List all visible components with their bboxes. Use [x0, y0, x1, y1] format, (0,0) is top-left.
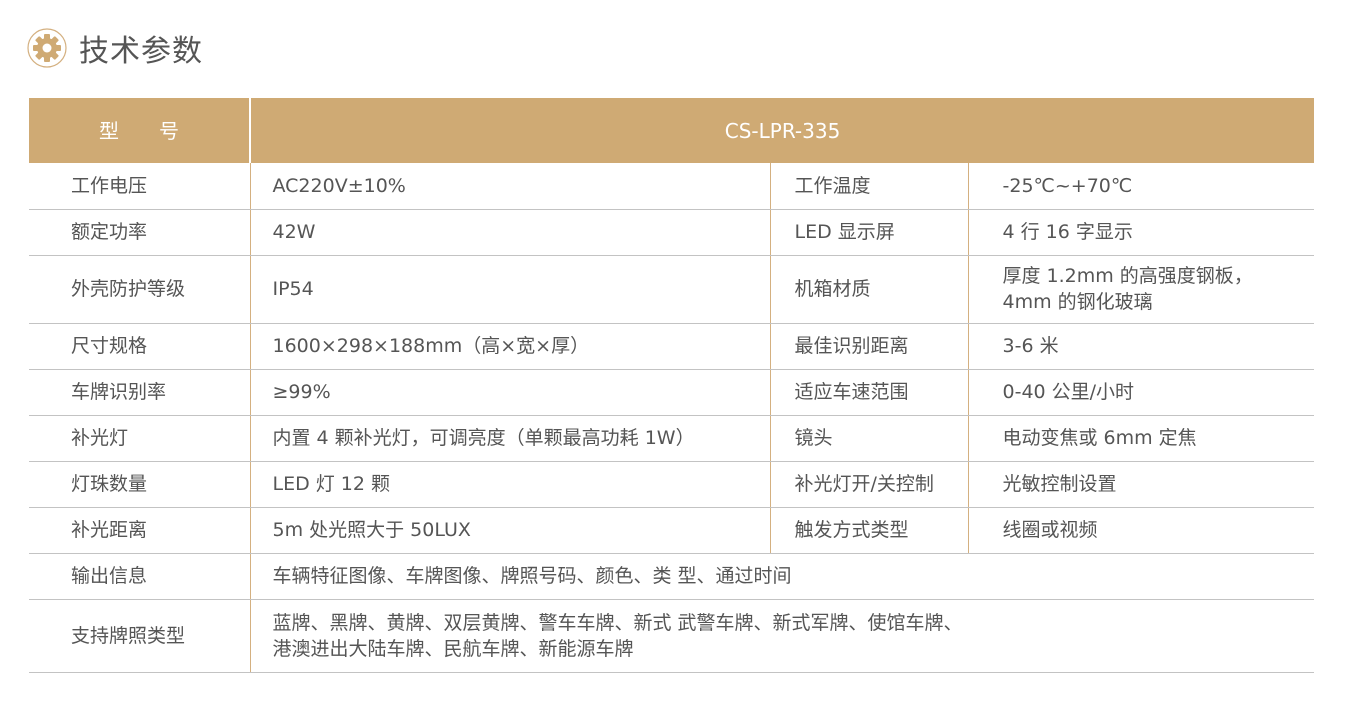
table-row: 补光距离 5m 处光照大于 50LUX 触发方式类型 线圈或视频: [29, 507, 1315, 554]
spec-label: 工作温度: [769, 163, 968, 210]
spec-value: 4 行 16 字显示: [1002, 221, 1133, 243]
spec-value-cell: 3-6 米: [967, 323, 1315, 370]
spec-label: 支持牌照类型: [29, 599, 250, 673]
spec-label: 工作电压: [29, 163, 250, 210]
spec-label: 输出信息: [29, 553, 250, 600]
spec-value: 蓝牌、黑牌、黄牌、双层黄牌、警车车牌、新式 武警车牌、新式军牌、使馆车牌、: [272, 611, 963, 634]
spec-value-cell: 厚度 1.2mm 的高强度钢板， 4mm 的钢化玻璃: [967, 255, 1315, 324]
table-row: 工作电压 AC220V±10% 工作温度 -25℃~+70℃: [29, 163, 1315, 210]
page-title: 技术参数: [79, 34, 203, 69]
section-title: 技术参数: [27, 26, 203, 70]
spec-value: LED 灯 12 颗: [249, 461, 770, 508]
spec-value: 0-40 公里/小时: [1002, 381, 1135, 403]
spec-value-cell: 线圈或视频: [967, 507, 1315, 554]
spec-value: 5m 处光照大于 50LUX: [249, 507, 770, 554]
spec-table: 型 号 CS-LPR-335 工作电压 AC220V±10% 工作温度 -25℃…: [29, 98, 1315, 673]
spec-value-cell: 车辆特征图像、车牌图像、牌照号码、颜色、类 型、通过时间: [249, 553, 1315, 600]
spec-label: 灯珠数量: [29, 461, 250, 508]
spec-value: 厚度 1.2mm 的高强度钢板，: [1002, 265, 1253, 287]
spec-label: 镜头: [769, 415, 968, 462]
spec-label: 适应车速范围: [769, 369, 968, 416]
gear-icon: [27, 28, 67, 68]
spec-value: IP54: [249, 255, 770, 324]
table-row: 灯珠数量 LED 灯 12 颗 补光灯开/关控制 光敏控制设置: [29, 461, 1315, 508]
spec-value-cell: 0-40 公里/小时: [967, 369, 1315, 416]
spec-value: 内置 4 颗补光灯，可调亮度（单颗最高功耗 1W）: [249, 415, 770, 462]
model-label: 型 号: [29, 98, 250, 163]
spec-value-cell: 电动变焦或 6mm 定焦: [967, 415, 1315, 462]
spec-label: 补光距离: [29, 507, 250, 554]
spec-label: LED 显示屏: [769, 209, 968, 256]
spec-value-cell: 蓝牌、黑牌、黄牌、双层黄牌、警车车牌、新式 武警车牌、新式军牌、使馆车牌、 港澳进…: [249, 599, 1315, 673]
spec-value-cell: 4 行 16 字显示: [967, 209, 1315, 256]
table-row: 尺寸规格 1600×298×188mm（高×宽×厚） 最佳识别距离 3-6 米: [29, 323, 1315, 370]
spec-value: -25℃~+70℃: [1002, 174, 1133, 197]
spec-value-line2: 4mm 的钢化玻璃: [1002, 291, 1153, 313]
spec-value: 3-6 米: [1002, 335, 1059, 357]
spec-value-line2: 港澳进出大陆车牌、民航车牌、新能源车牌: [272, 637, 634, 660]
table-row: 额定功率 42W LED 显示屏 4 行 16 字显示: [29, 209, 1315, 256]
table-row: 支持牌照类型 蓝牌、黑牌、黄牌、双层黄牌、警车车牌、新式 武警车牌、新式军牌、使…: [29, 599, 1315, 673]
table-row: 补光灯 内置 4 颗补光灯，可调亮度（单颗最高功耗 1W） 镜头 电动变焦或 6…: [29, 415, 1315, 462]
spec-label: 外壳防护等级: [29, 255, 250, 324]
table-row: 输出信息 车辆特征图像、车牌图像、牌照号码、颜色、类 型、通过时间: [29, 553, 1315, 600]
spec-value: 线圈或视频: [1002, 519, 1098, 541]
spec-label: 补光灯开/关控制: [769, 461, 968, 508]
table-header: 型 号 CS-LPR-335: [29, 98, 1315, 163]
spec-value: AC220V±10%: [249, 163, 770, 210]
spec-value: ≥99%: [249, 369, 770, 416]
spec-value: 电动变焦或 6mm 定焦: [1002, 427, 1197, 449]
spec-label: 额定功率: [29, 209, 250, 256]
table-row: 外壳防护等级 IP54 机箱材质 厚度 1.2mm 的高强度钢板， 4mm 的钢化…: [29, 255, 1315, 324]
spec-value-cell: -25℃~+70℃: [967, 163, 1315, 210]
spec-label: 机箱材质: [769, 255, 968, 324]
spec-label: 补光灯: [29, 415, 250, 462]
model-value: CS-LPR-335: [248, 98, 1315, 163]
spec-value: 42W: [249, 209, 770, 256]
spec-value: 1600×298×188mm（高×宽×厚）: [249, 323, 770, 370]
spec-label: 触发方式类型: [769, 507, 968, 554]
spec-value-cell: 光敏控制设置: [967, 461, 1315, 508]
spec-label: 最佳识别距离: [769, 323, 968, 370]
spec-label: 尺寸规格: [29, 323, 250, 370]
spec-value: 车辆特征图像、车牌图像、牌照号码、颜色、类 型、通过时间: [272, 565, 792, 587]
table-row: 车牌识别率 ≥99% 适应车速范围 0-40 公里/小时: [29, 369, 1315, 416]
spec-label: 车牌识别率: [29, 369, 250, 416]
spec-value: 光敏控制设置: [1002, 473, 1117, 495]
